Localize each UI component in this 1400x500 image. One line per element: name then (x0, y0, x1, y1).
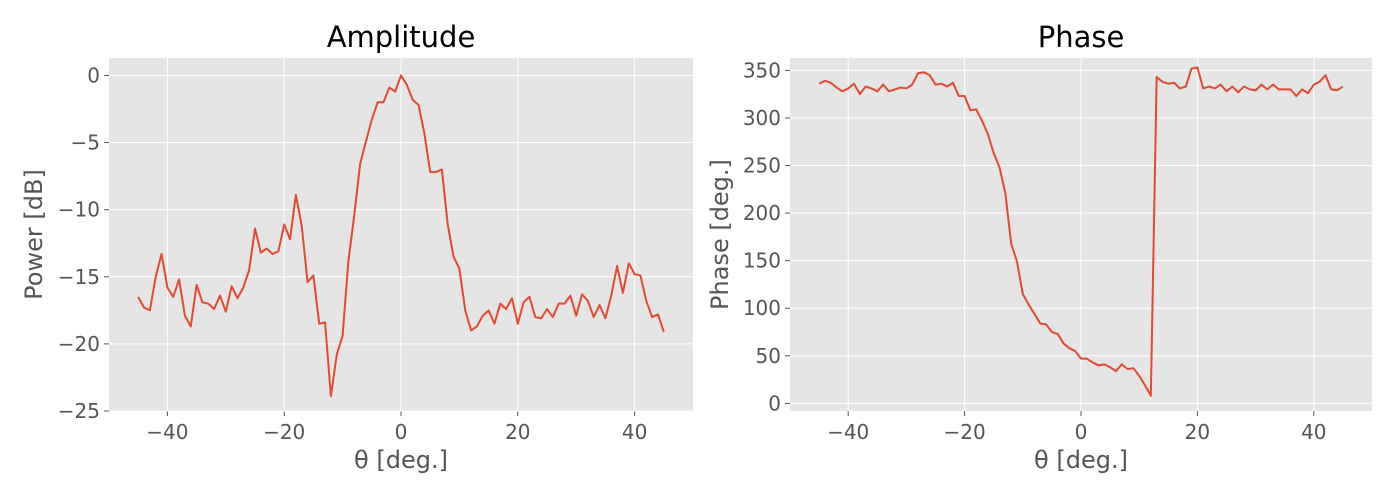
y-tick-label: −15 (58, 265, 100, 289)
y-tick-label: 250 (743, 154, 781, 178)
y-tick-label: 0 (87, 63, 100, 87)
y-axis-label: Power [dB] (20, 169, 48, 300)
x-tick-label: 0 (1075, 420, 1088, 444)
y-tick-label: 100 (743, 296, 781, 320)
x-axis-label: θ [deg.] (354, 446, 448, 474)
y-tick-label: 50 (756, 344, 781, 368)
x-tick-label: −40 (146, 420, 188, 444)
y-tick-label: −25 (58, 399, 100, 423)
y-tick-label: 200 (743, 201, 781, 225)
phase-series-line (818, 66, 1344, 397)
x-tick-label: −20 (263, 420, 305, 444)
y-tick-label: −10 (58, 198, 100, 222)
x-tick-label: −20 (943, 420, 985, 444)
amplitude-chart: −40 −20 0 20 40 −25 −20 −15 −10 −5 0 Amplitude θ [de… (20, 20, 693, 474)
y-tick-label: −20 (58, 332, 100, 356)
y-tick-label: −5 (71, 131, 100, 155)
phase-chart: −40 −20 0 20 40 0 50 100 150 200 250 300 350 Phase θ [… (706, 20, 1372, 474)
amplitude-chart-title: Amplitude (327, 20, 476, 54)
x-tick-label: −40 (827, 420, 869, 444)
y-tick-label: 350 (743, 58, 781, 82)
phase-chart-title: Phase (1038, 20, 1125, 54)
x-tick-label: 40 (622, 420, 647, 444)
x-axis-label: θ [deg.] (1034, 446, 1128, 474)
x-tick-label: 20 (1185, 420, 1210, 444)
x-tick-label: 40 (1301, 420, 1326, 444)
amplitude-series-line (137, 74, 665, 398)
y-tick-label: 300 (743, 106, 781, 130)
y-axis-label: Phase [deg.] (706, 159, 734, 310)
y-tick-label: 0 (768, 391, 781, 415)
x-tick-label: 20 (505, 420, 530, 444)
y-tick-label: 150 (743, 249, 781, 273)
x-tick-label: 0 (395, 420, 408, 444)
